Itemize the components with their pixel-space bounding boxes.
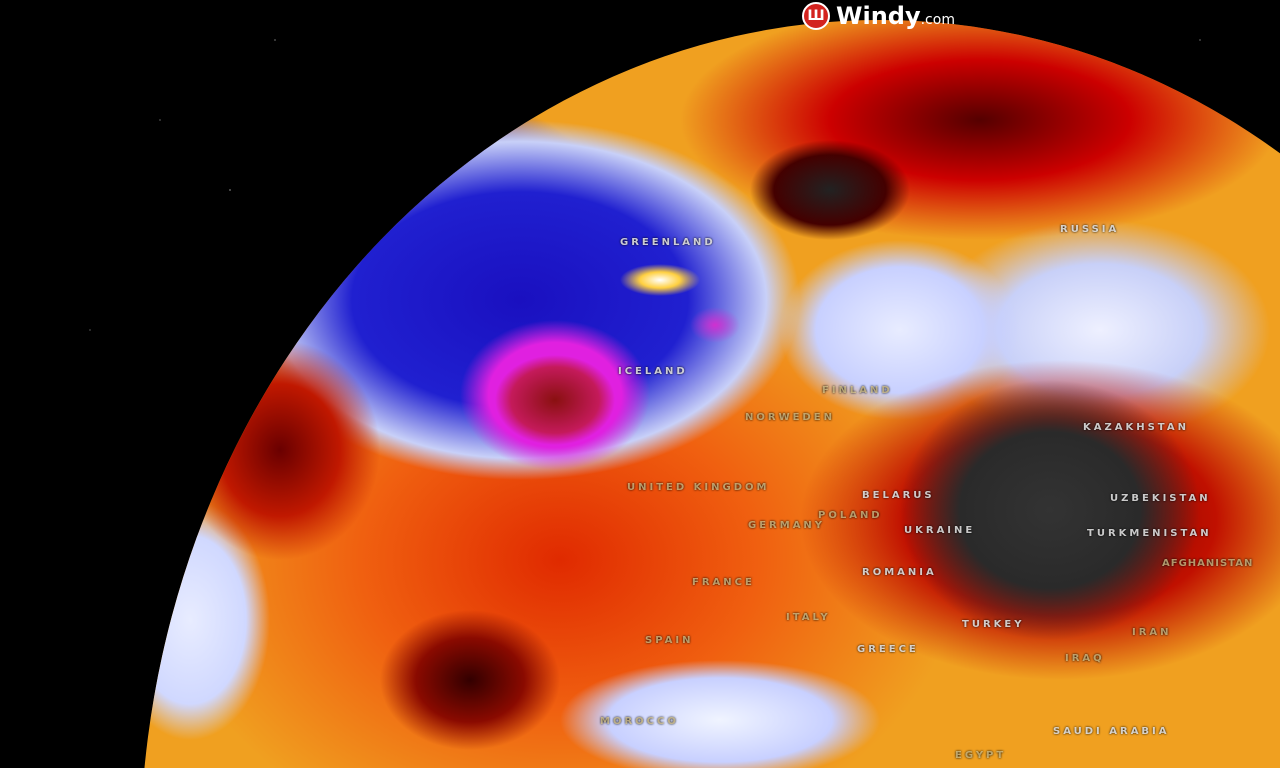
brand-suffix: .com: [920, 12, 955, 28]
windy-logo[interactable]: Ш Windy.com: [802, 2, 955, 30]
brand-name: Windy: [836, 2, 921, 30]
label-iceland: ICELAND: [618, 366, 688, 377]
label-united-kingdom: UNITED KINGDOM: [627, 482, 770, 493]
label-iran: IRAN: [1132, 627, 1172, 638]
label-ukraine: UKRAINE: [904, 525, 976, 536]
windy-logo-icon: Ш: [802, 2, 830, 30]
label-italy: ITALY: [786, 612, 831, 623]
label-poland: POLAND: [818, 510, 883, 521]
label-norway-sweden: NORWEDEN: [745, 412, 835, 423]
label-morocco: MOROCCO: [600, 716, 679, 727]
label-saudi-arabia: SAUDI ARABIA: [1053, 726, 1170, 737]
label-france: FRANCE: [692, 577, 755, 588]
label-greece: GREECE: [857, 644, 919, 655]
label-russia: RUSSIA: [1060, 224, 1120, 235]
label-uzbekistan: UZBEKISTAN: [1110, 493, 1211, 504]
label-turkey: TURKEY: [962, 619, 1025, 630]
label-belarus: BELARUS: [862, 490, 935, 501]
label-greenland: GREENLAND: [620, 237, 716, 248]
label-afghanistan: AFGHANISTAN: [1162, 558, 1254, 569]
label-iraq: IRAQ: [1065, 653, 1105, 664]
label-spain: SPAIN: [645, 635, 694, 646]
label-egypt: EGYPT: [955, 750, 1007, 761]
label-finland: FINLAND: [822, 385, 893, 396]
label-turkmenistan: TURKMENISTAN: [1087, 528, 1212, 539]
label-romania: ROMANIA: [862, 567, 937, 578]
label-kazakhstan: KAZAKHSTAN: [1083, 422, 1189, 433]
label-germany: GERMANY: [748, 520, 826, 531]
